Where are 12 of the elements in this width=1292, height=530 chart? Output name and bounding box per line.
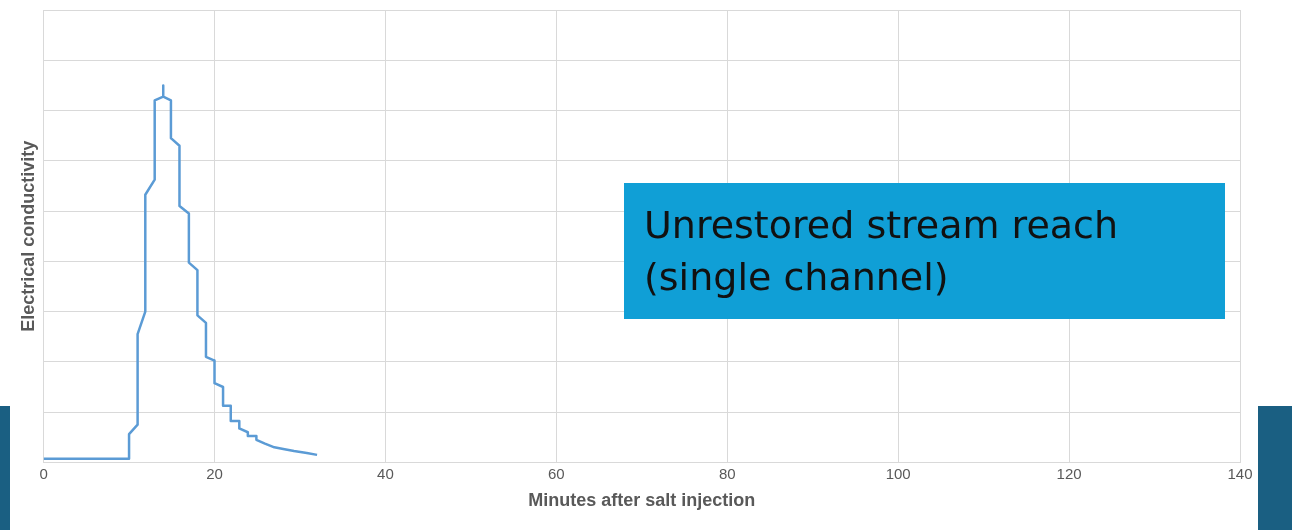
x-tick-label: 80 [718,464,736,482]
x-tick-label: 100 [885,464,911,482]
x-tick-label: 120 [1056,464,1082,482]
x-tick-label: 0 [39,464,48,482]
y-axis-title: Electrical conductivity [17,140,38,332]
x-tick-label: 40 [377,464,394,482]
x-tick-label: 60 [548,464,565,482]
x-tick-label: 140 [1227,464,1253,482]
x-axis-title: Minutes after salt injection [528,490,756,511]
x-tick-label: 20 [206,464,223,482]
annotation: Unrestored stream reach (single channel) [644,203,1119,299]
note-box: Unrestored stream reach (single channel) [624,183,1225,319]
